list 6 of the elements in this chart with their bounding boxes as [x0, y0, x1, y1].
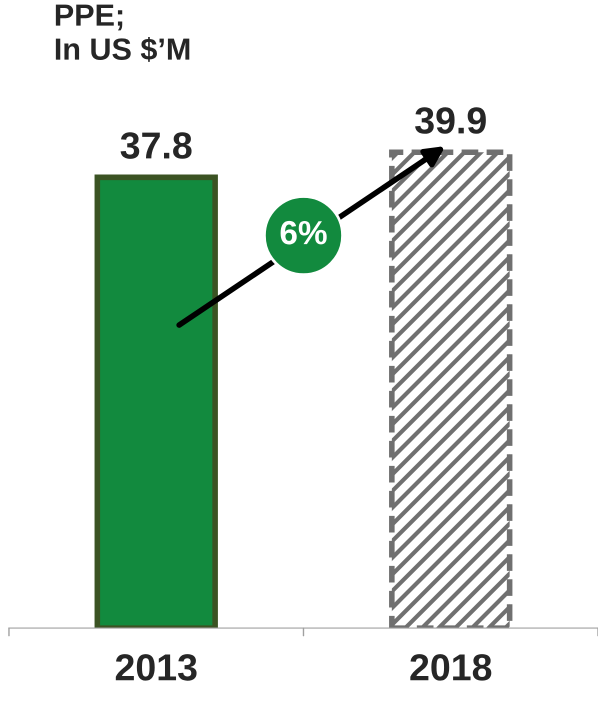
chart-title: PPE; In US $’M [56, 4, 190, 62]
data-label: 39.9 [415, 107, 486, 134]
annotation: 6% [280, 220, 327, 244]
x-tick-label: 2018 [410, 654, 492, 681]
data-label: 37.8 [120, 132, 192, 159]
x-tick-label: 2013 [116, 654, 197, 681]
